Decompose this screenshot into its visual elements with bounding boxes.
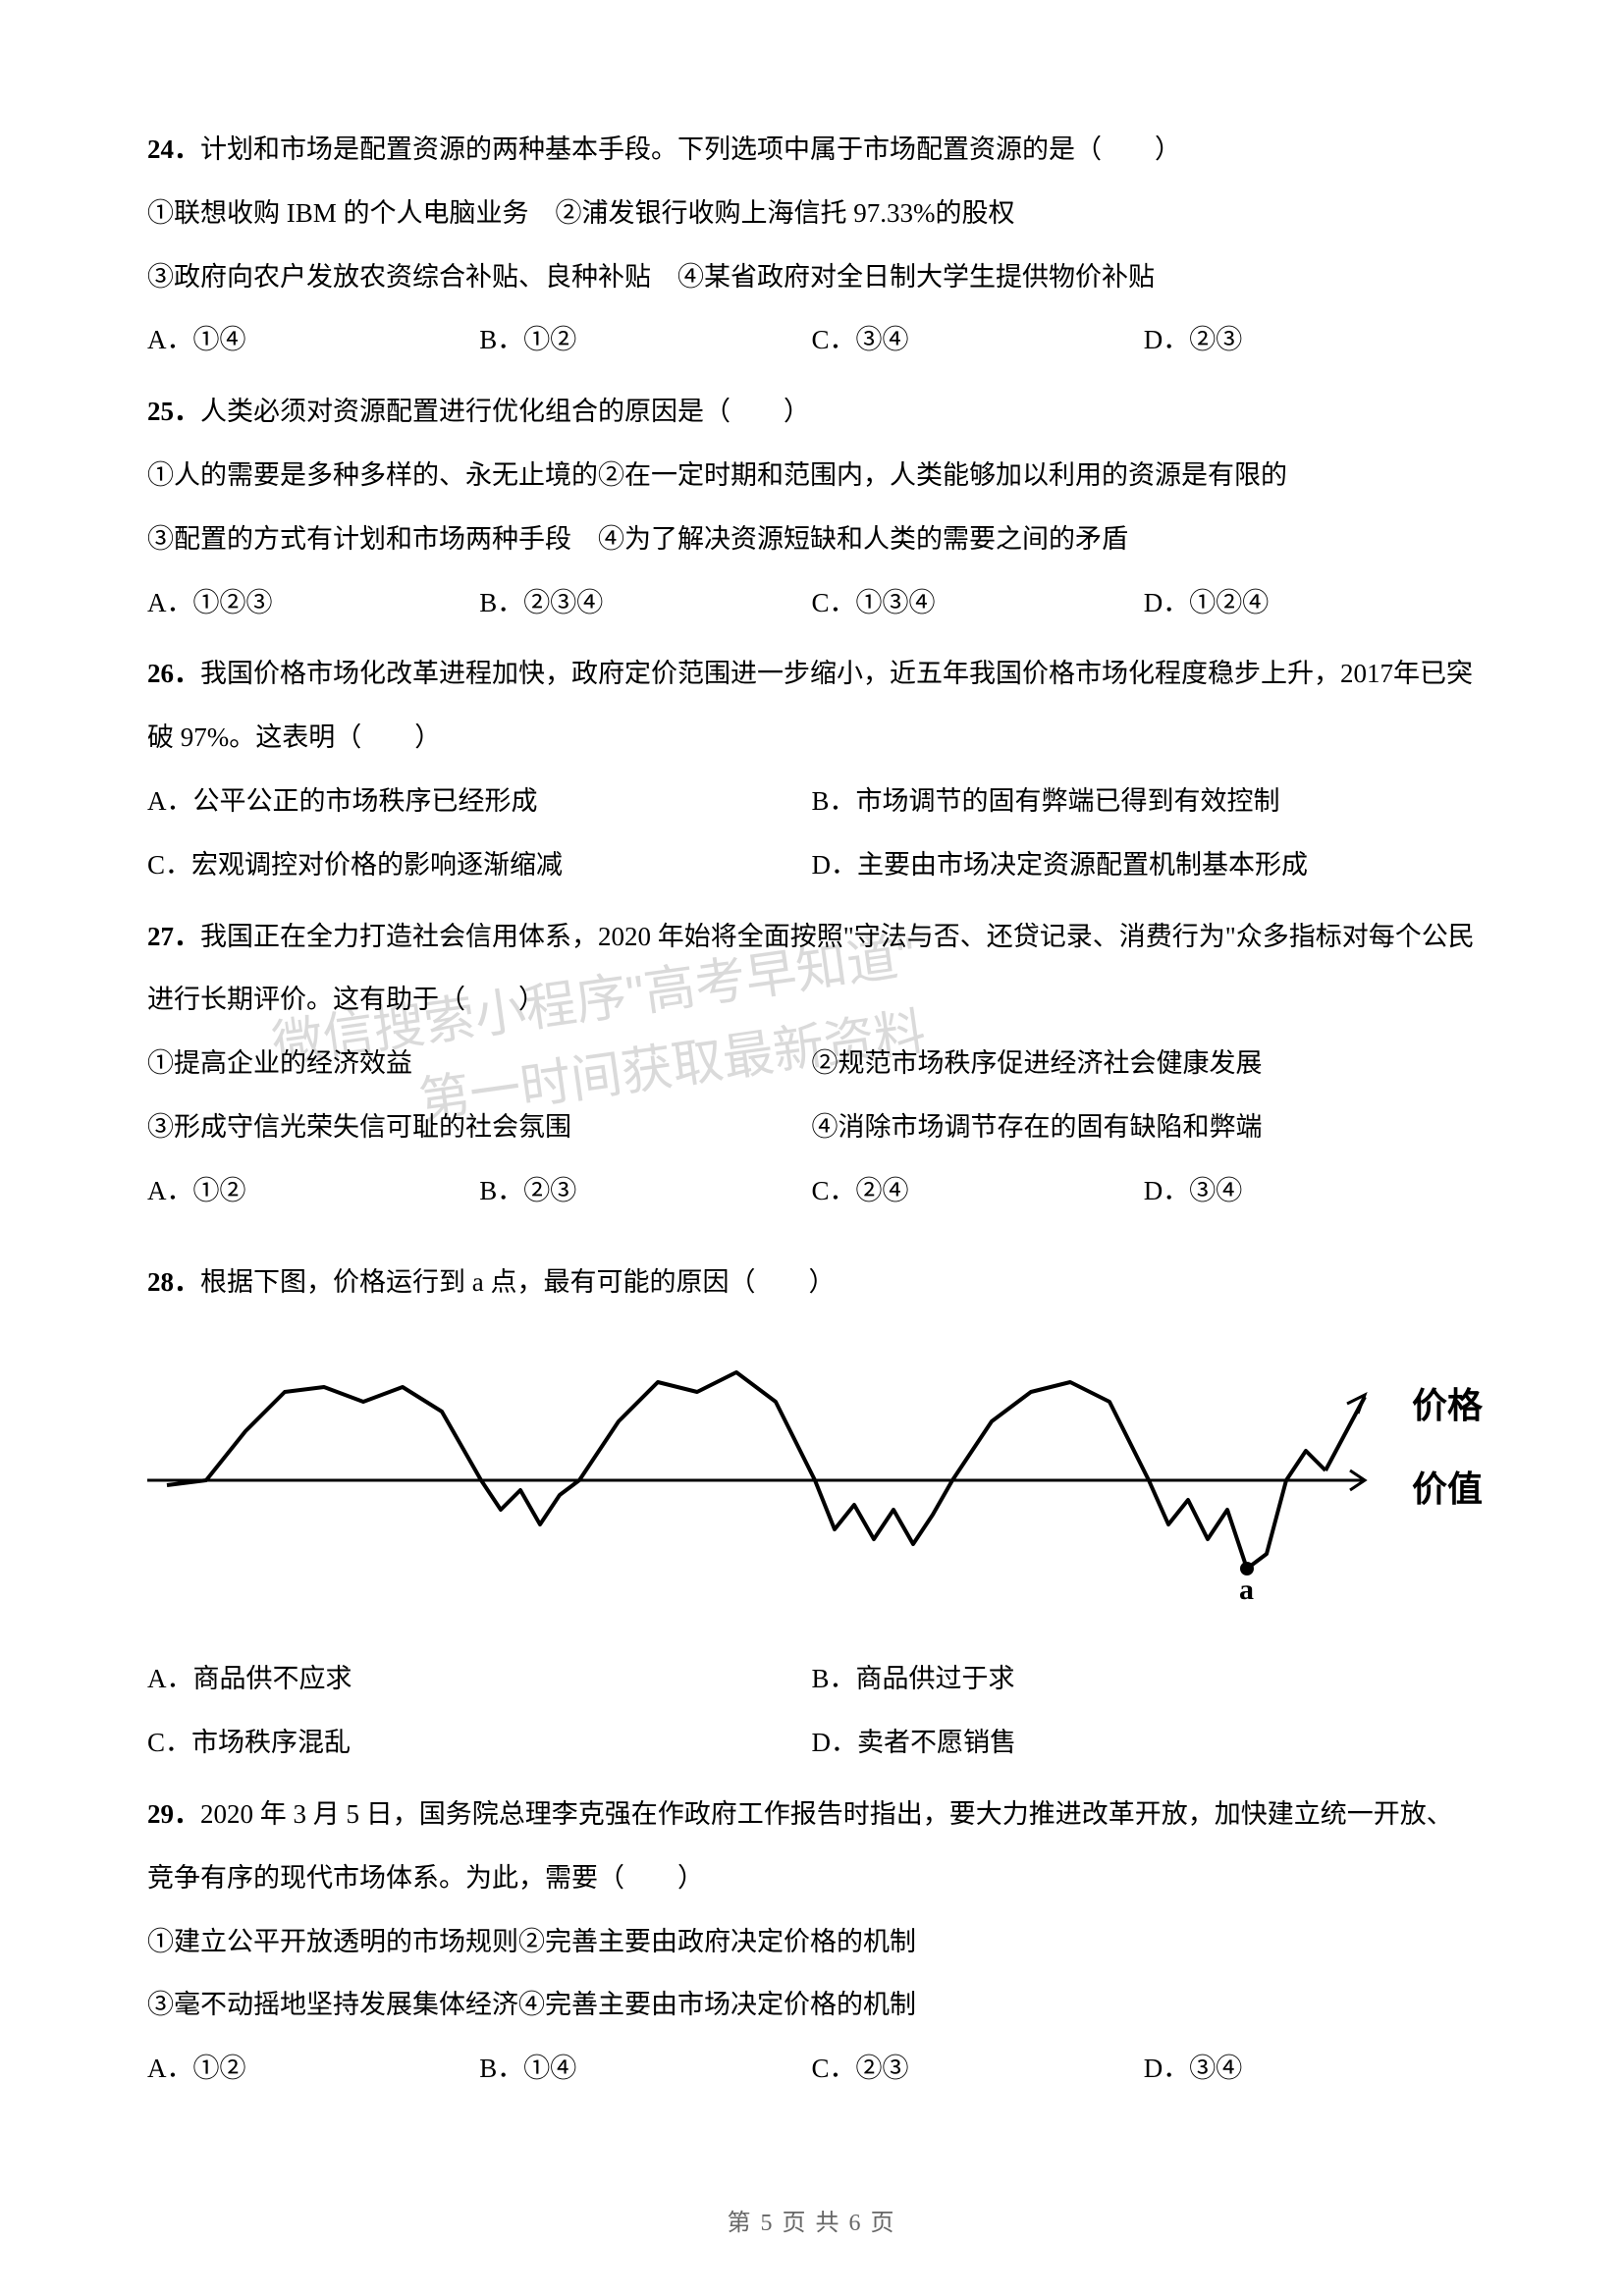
option-c: C．②④ bbox=[812, 1159, 1144, 1223]
option-c: C．宏观调控对价格的影响逐渐缩减 bbox=[147, 833, 812, 897]
question-28: 28．根据下图，价格运行到 a 点，最有可能的原因（ ） 价格 价值 a A．商… bbox=[147, 1251, 1476, 1775]
question-number: 27． bbox=[147, 922, 200, 951]
question-number: 24． bbox=[147, 134, 200, 164]
option-a: A．①②③ bbox=[147, 571, 479, 635]
question-stem: 根据下图，价格运行到 a 点，最有可能的原因（ ） bbox=[200, 1267, 835, 1297]
option-b: B．①④ bbox=[479, 2037, 811, 2101]
chart-label-value: 价值 bbox=[1412, 1461, 1483, 1512]
question-statements: ①人的需要是多种多样的、永无止境的②在一定时期和范围内，人类能够加以利用的资源是… bbox=[147, 444, 1476, 571]
chart-label-price: 价格 bbox=[1412, 1377, 1483, 1428]
question-text: 24．计划和市场是配置资源的两种基本手段。下列选项中属于市场配置资源的是（ ） bbox=[147, 118, 1476, 182]
option-a: A．①② bbox=[147, 1159, 479, 1223]
option-a: A．公平公正的市场秩序已经形成 bbox=[147, 770, 812, 833]
question-text: 27．我国正在全力打造社会信用体系，2020 年始将全面按照"守法与否、还贷记录… bbox=[147, 905, 1476, 1033]
option-b: B．商品供过于求 bbox=[812, 1647, 1477, 1711]
question-29: 29．2020 年 3 月 5 日，国务院总理李克强在作政府工作报告时指出，要大… bbox=[147, 1783, 1476, 2101]
question-26: 26．我国价格市场化改革进程加快，政府定价范围进一步缩小，近五年我国价格市场化程… bbox=[147, 642, 1476, 896]
chart-label-point-a: a bbox=[1239, 1574, 1254, 1607]
option-a: A．商品供不应求 bbox=[147, 1647, 812, 1711]
options: A．商品供不应求 B．商品供过于求 C．市场秩序混乱 D．卖者不愿销售 bbox=[147, 1647, 1476, 1775]
option-b: B．②③④ bbox=[479, 571, 811, 635]
statement: ②规范市场秩序促进经济社会健康发展 bbox=[812, 1032, 1477, 1095]
question-text: 26．我国价格市场化改革进程加快，政府定价范围进一步缩小，近五年我国价格市场化程… bbox=[147, 642, 1476, 770]
statement: ③配置的方式有计划和市场两种手段 ④为了解决资源短缺和人类的需要之间的矛盾 bbox=[147, 507, 1476, 571]
statement: ④消除市场调节存在的固有缺陷和弊端 bbox=[812, 1095, 1477, 1159]
option-c: C．③④ bbox=[812, 308, 1144, 372]
option-c: C．①③④ bbox=[812, 571, 1144, 635]
option-d: D．①②④ bbox=[1144, 571, 1476, 635]
option-c: C．市场秩序混乱 bbox=[147, 1711, 812, 1775]
option-d: D．③④ bbox=[1144, 2037, 1476, 2101]
question-number: 28． bbox=[147, 1267, 200, 1297]
options: A．①④ B．①② C．③④ D．②③ bbox=[147, 308, 1476, 372]
price-value-chart: 价格 价值 a bbox=[147, 1333, 1473, 1628]
option-b: B．市场调节的固有弊端已得到有效控制 bbox=[812, 770, 1477, 833]
page-content: 24．计划和市场是配置资源的两种基本手段。下列选项中属于市场配置资源的是（ ） … bbox=[147, 118, 1476, 2101]
option-d: D．卖者不愿销售 bbox=[812, 1711, 1477, 1775]
question-statements: ①建立公平开放透明的市场规则②完善主要由政府决定价格的机制 ③毫不动摇地坚持发展… bbox=[147, 1910, 1476, 2038]
question-text: 28．根据下图，价格运行到 a 点，最有可能的原因（ ） bbox=[147, 1251, 1476, 1314]
option-b: B．①② bbox=[479, 308, 811, 372]
option-c: C．②③ bbox=[812, 2037, 1144, 2101]
question-number: 25． bbox=[147, 397, 200, 426]
option-b: B．②③ bbox=[479, 1159, 811, 1223]
options: A．公平公正的市场秩序已经形成 B．市场调节的固有弊端已得到有效控制 C．宏观调… bbox=[147, 770, 1476, 897]
statement: ③政府向农户发放农资综合补贴、良种补贴 ④某省政府对全日制大学生提供物价补贴 bbox=[147, 245, 1476, 309]
statement: ③毫不动摇地坚持发展集体经济④完善主要由市场决定价格的机制 bbox=[147, 1973, 1476, 2037]
question-text: 25．人类必须对资源配置进行优化组合的原因是（ ） bbox=[147, 380, 1476, 444]
option-d: D．主要由市场决定资源配置机制基本形成 bbox=[812, 833, 1477, 897]
question-statements: ①联想收购 IBM 的个人电脑业务 ②浦发银行收购上海信托 97.33%的股权 … bbox=[147, 182, 1476, 309]
question-stem: 2020 年 3 月 5 日，国务院总理李克强在作政府工作报告时指出，要大力推进… bbox=[147, 1799, 1453, 1893]
question-27: 27．我国正在全力打造社会信用体系，2020 年始将全面按照"守法与否、还贷记录… bbox=[147, 905, 1476, 1223]
statement: ③形成守信光荣失信可耻的社会氛围 bbox=[147, 1095, 812, 1159]
statement: ①提高企业的经济效益 bbox=[147, 1032, 812, 1095]
question-number: 29． bbox=[147, 1799, 200, 1829]
question-stem: 我国正在全力打造社会信用体系，2020 年始将全面按照"守法与否、还贷记录、消费… bbox=[147, 922, 1475, 1015]
option-a: A．①② bbox=[147, 2037, 479, 2101]
statement: ①人的需要是多种多样的、永无止境的②在一定时期和范围内，人类能够加以利用的资源是… bbox=[147, 444, 1476, 507]
chart-svg bbox=[147, 1333, 1473, 1628]
option-a: A．①④ bbox=[147, 308, 479, 372]
question-stem: 人类必须对资源配置进行优化组合的原因是（ ） bbox=[200, 397, 810, 426]
question-stem: 计划和市场是配置资源的两种基本手段。下列选项中属于市场配置资源的是（ ） bbox=[200, 134, 1181, 164]
option-d: D．②③ bbox=[1144, 308, 1476, 372]
question-24: 24．计划和市场是配置资源的两种基本手段。下列选项中属于市场配置资源的是（ ） … bbox=[147, 118, 1476, 372]
options: A．①② B．②③ C．②④ D．③④ bbox=[147, 1159, 1476, 1223]
page-footer: 第 5 页 共 6 页 bbox=[0, 2203, 1623, 2237]
options: A．①②③ B．②③④ C．①③④ D．①②④ bbox=[147, 571, 1476, 635]
question-stem: 我国价格市场化改革进程加快，政府定价范围进一步缩小，近五年我国价格市场化程度稳步… bbox=[147, 659, 1473, 752]
question-25: 25．人类必须对资源配置进行优化组合的原因是（ ） ①人的需要是多种多样的、永无… bbox=[147, 380, 1476, 634]
options: A．①② B．①④ C．②③ D．③④ bbox=[147, 2037, 1476, 2101]
statement: ①建立公平开放透明的市场规则②完善主要由政府决定价格的机制 bbox=[147, 1910, 1476, 1974]
question-number: 26． bbox=[147, 659, 200, 688]
statement: ①联想收购 IBM 的个人电脑业务 ②浦发银行收购上海信托 97.33%的股权 bbox=[147, 182, 1476, 245]
question-statements: ①提高企业的经济效益 ②规范市场秩序促进经济社会健康发展 ③形成守信光荣失信可耻… bbox=[147, 1032, 1476, 1159]
question-text: 29．2020 年 3 月 5 日，国务院总理李克强在作政府工作报告时指出，要大… bbox=[147, 1783, 1476, 1910]
option-d: D．③④ bbox=[1144, 1159, 1476, 1223]
